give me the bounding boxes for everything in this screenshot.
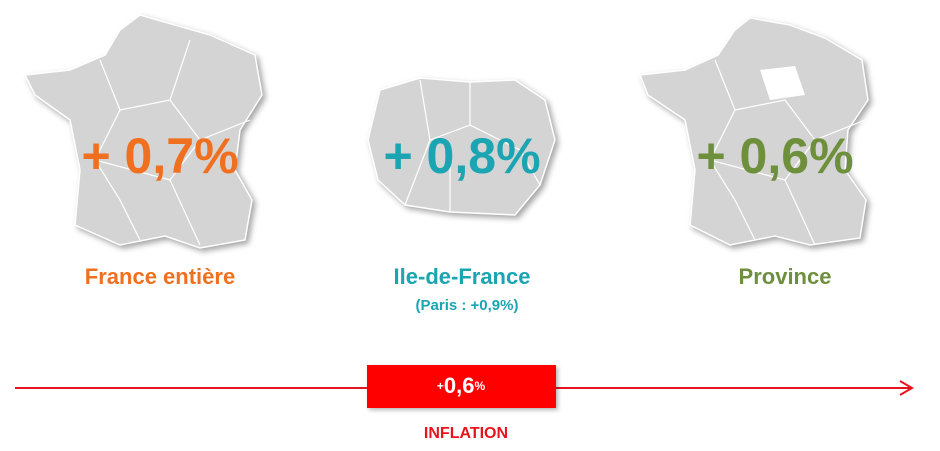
map-ile-de-france — [367, 77, 556, 216]
sublabel-paris: (Paris : +0,9%) — [416, 297, 519, 314]
label-idf: Ile-de-France — [394, 264, 531, 289]
inflation-box — [367, 365, 556, 408]
inflation-number: 0,6 — [444, 373, 475, 398]
inflation-suffix: % — [474, 379, 485, 393]
inflation-label: INFLATION — [424, 425, 508, 442]
inflation-prefix: + — [437, 379, 444, 393]
value-province: + 0,6% — [696, 128, 853, 184]
label-province: Province — [739, 264, 832, 289]
arrow-head — [899, 380, 914, 396]
label-france: France entière — [85, 264, 235, 289]
map-province — [638, 17, 869, 246]
value-idf: + 0,8% — [383, 128, 540, 184]
inflation-value: +0,6% — [437, 373, 486, 398]
value-france: + 0,7% — [81, 128, 238, 184]
map-france — [23, 14, 263, 249]
